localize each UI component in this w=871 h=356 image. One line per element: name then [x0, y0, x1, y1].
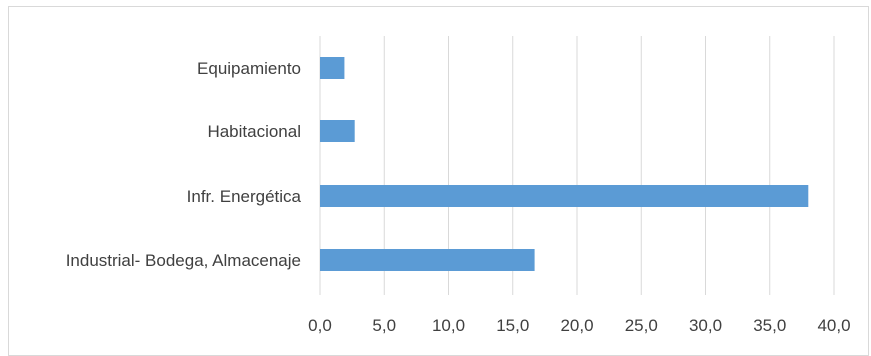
x-tick-label: 30,0: [689, 316, 722, 335]
bar: [320, 120, 355, 142]
x-tick-label: 40,0: [817, 316, 850, 335]
x-tick-label: 15,0: [496, 316, 529, 335]
category-label: Equipamiento: [197, 59, 301, 78]
x-tick-label: 10,0: [432, 316, 465, 335]
bar: [320, 57, 345, 79]
category-label: Infr. Energética: [187, 187, 302, 206]
x-tick-label: 20,0: [560, 316, 593, 335]
category-label: Industrial- Bodega, Almacenaje: [66, 251, 301, 270]
x-tick-label: 0,0: [308, 316, 332, 335]
chart-frame: [8, 6, 869, 356]
x-tick-label: 5,0: [372, 316, 396, 335]
category-label: Habitacional: [207, 122, 301, 141]
bar: [320, 249, 535, 271]
x-tick-label: 35,0: [753, 316, 786, 335]
x-tick-label: 25,0: [625, 316, 658, 335]
bar: [320, 185, 809, 207]
